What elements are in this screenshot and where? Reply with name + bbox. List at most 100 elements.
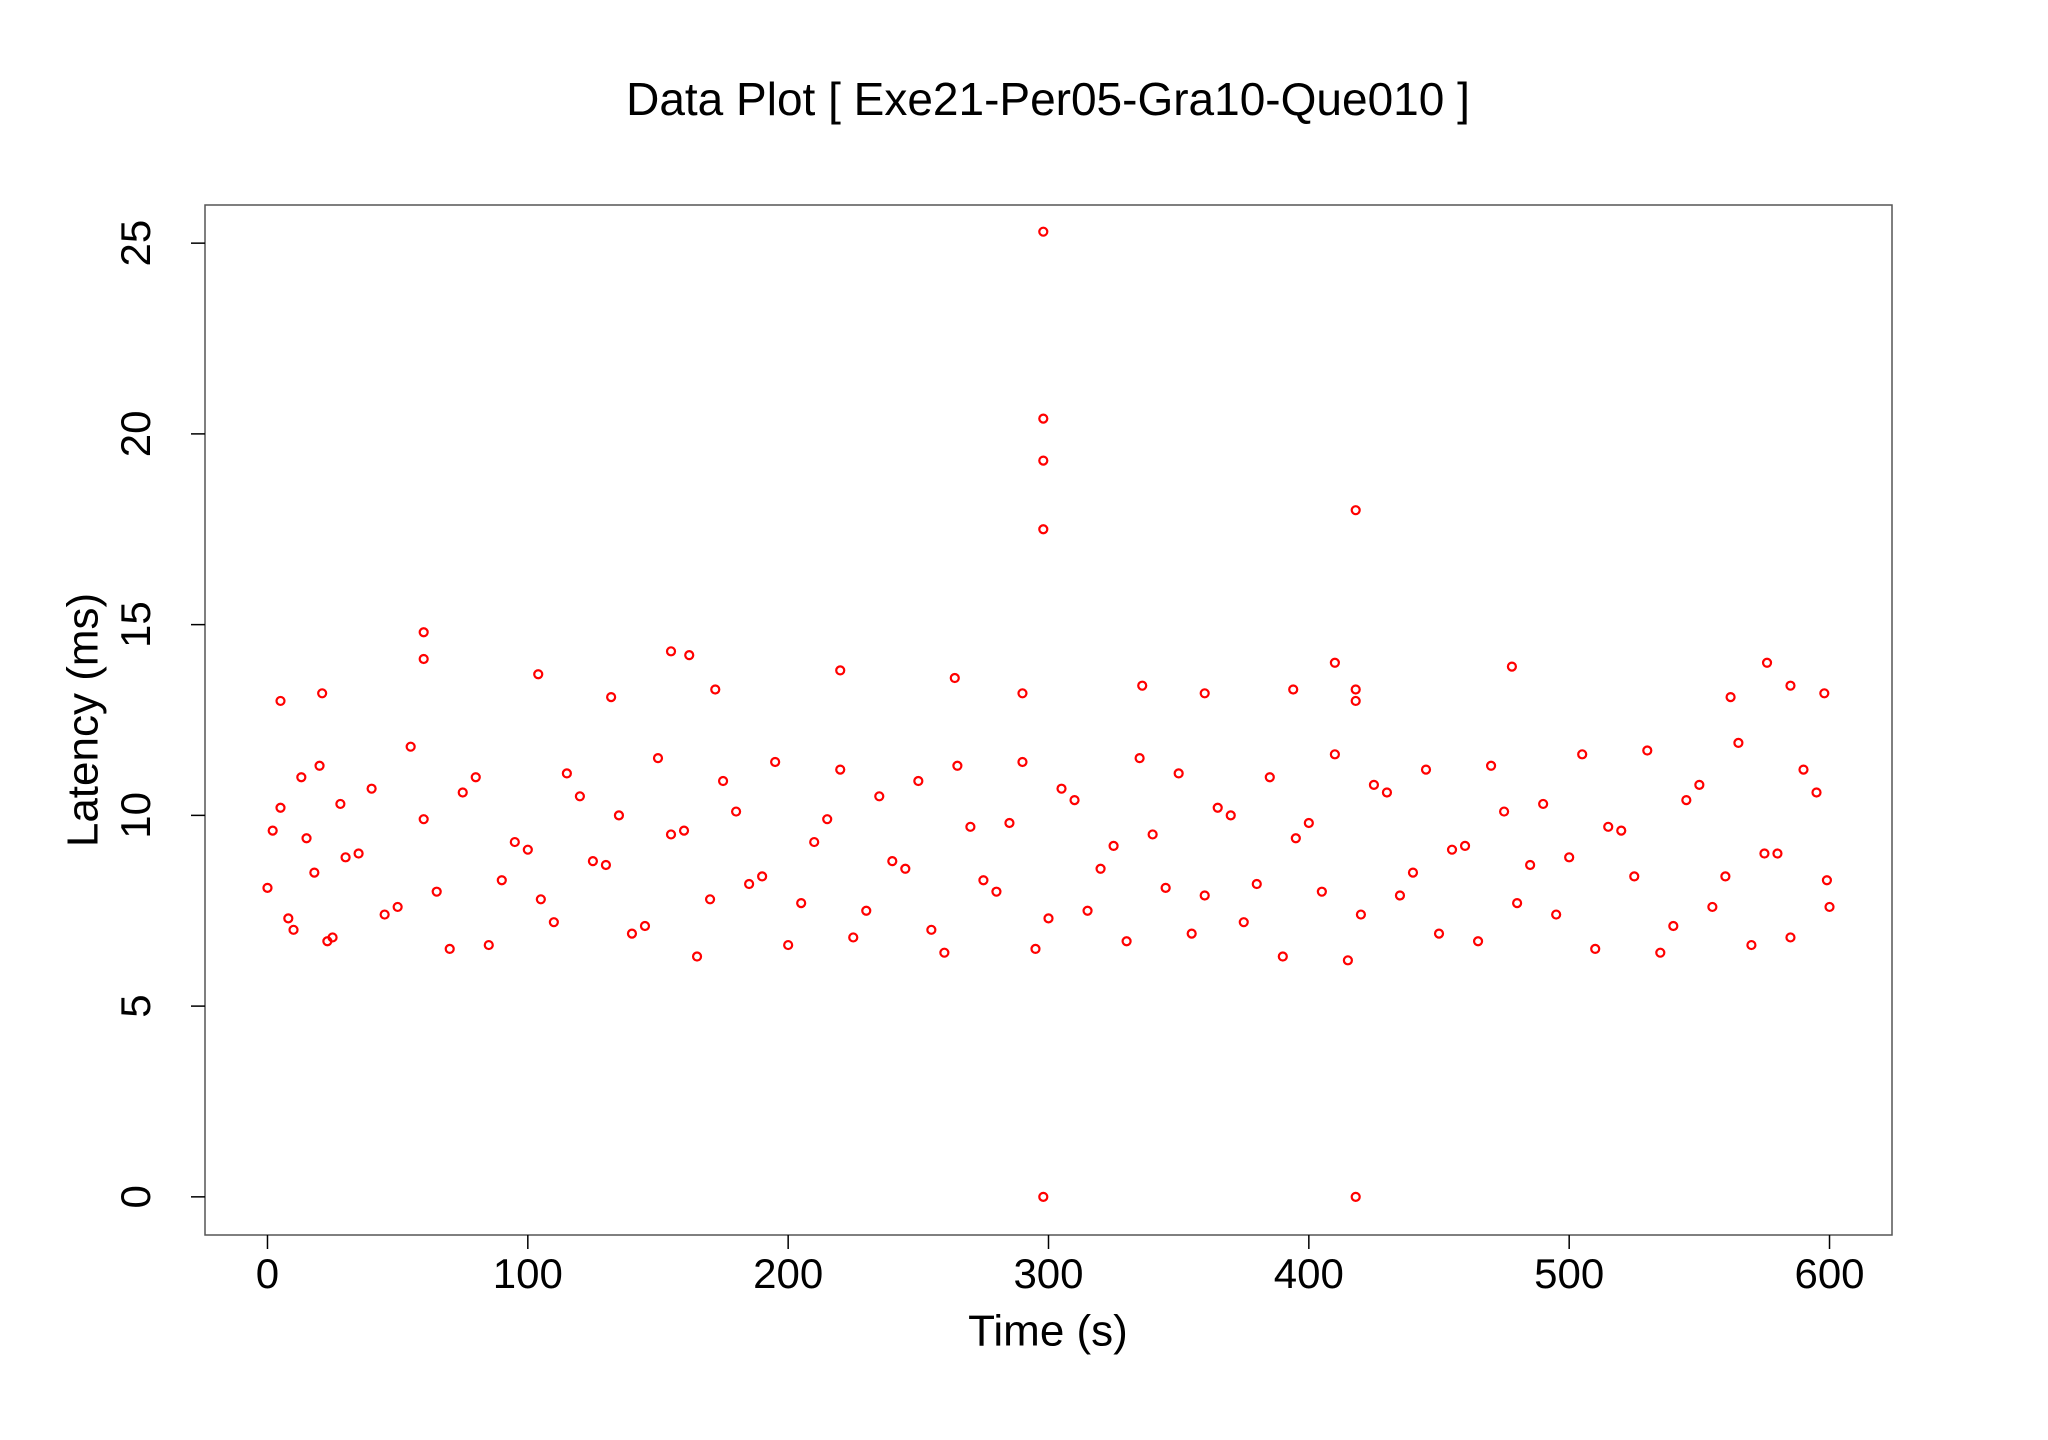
point [1225,810,1236,821]
y-tick-label: 20 [112,411,159,458]
point [444,943,455,954]
point [1394,890,1406,901]
point [275,695,286,707]
chart-title: Data Plot [ Exe21-Per05-Gra10-Que010 ] [626,73,1470,125]
point [1824,901,1835,913]
point [639,920,651,932]
point [314,760,325,771]
x-tick-label: 100 [493,1250,563,1297]
point [835,764,846,775]
point [1329,657,1340,668]
point [288,924,299,935]
point [535,894,546,905]
point [1038,413,1049,424]
point [652,753,664,764]
point [1407,867,1419,878]
x-tick-label: 600 [1794,1250,1864,1297]
point [1038,524,1049,535]
point [1629,871,1640,882]
point [710,684,721,695]
point [1350,695,1361,707]
point [496,875,507,886]
x-tick-label: 300 [1013,1250,1083,1297]
point [626,928,638,939]
point [1668,920,1679,932]
y-tick-label: 5 [112,994,159,1017]
point [978,875,989,886]
point [431,886,442,897]
point [1733,737,1744,748]
point [561,768,572,779]
point [1350,684,1361,695]
point [1525,859,1536,871]
point [283,913,294,924]
plot-frame [204,204,1893,1236]
point [1199,688,1210,699]
point [301,833,312,844]
point [418,653,429,665]
point [1577,749,1588,760]
point [405,741,416,752]
point [861,905,872,916]
point [678,825,690,836]
point [717,775,729,787]
point [606,692,617,703]
point [1512,898,1523,909]
x-tick-label: 400 [1274,1250,1344,1297]
point [848,932,859,943]
point [1160,882,1171,893]
point [1761,657,1773,668]
point [1785,680,1796,691]
point [1655,947,1666,958]
point [1137,680,1148,691]
point [1342,955,1353,966]
point [1277,951,1288,962]
point [335,798,346,810]
point [1212,802,1223,813]
y-tick-label: 0 [112,1185,159,1208]
point [1821,875,1833,886]
point [1459,840,1471,851]
point [1420,764,1432,775]
point [926,924,937,935]
point [1199,890,1210,901]
point [1498,806,1510,817]
point [613,810,625,821]
point [665,646,677,657]
point [1725,692,1736,703]
point [1506,661,1518,672]
x-axis-label: Time (s) [968,1307,1128,1356]
point [744,878,755,890]
point [1381,787,1393,798]
point [317,688,328,699]
point [1238,917,1249,928]
point [887,856,898,867]
point [353,848,364,859]
point [1694,779,1705,790]
point [1290,833,1301,844]
point [1056,783,1067,794]
point [783,939,794,951]
point [1485,760,1497,771]
point [1681,795,1692,806]
point [770,756,781,768]
point [965,821,976,832]
point [1350,505,1361,516]
point [757,871,768,882]
point [900,863,911,874]
point [418,814,429,825]
point [1590,943,1601,954]
point [796,898,807,909]
point [1038,455,1049,466]
point [949,672,960,684]
point [1017,688,1028,699]
point [262,882,273,893]
point [1538,798,1549,810]
point [457,787,468,798]
point [1038,226,1049,237]
point [587,856,599,867]
point [322,936,333,947]
point [1186,928,1197,939]
point [835,665,846,676]
